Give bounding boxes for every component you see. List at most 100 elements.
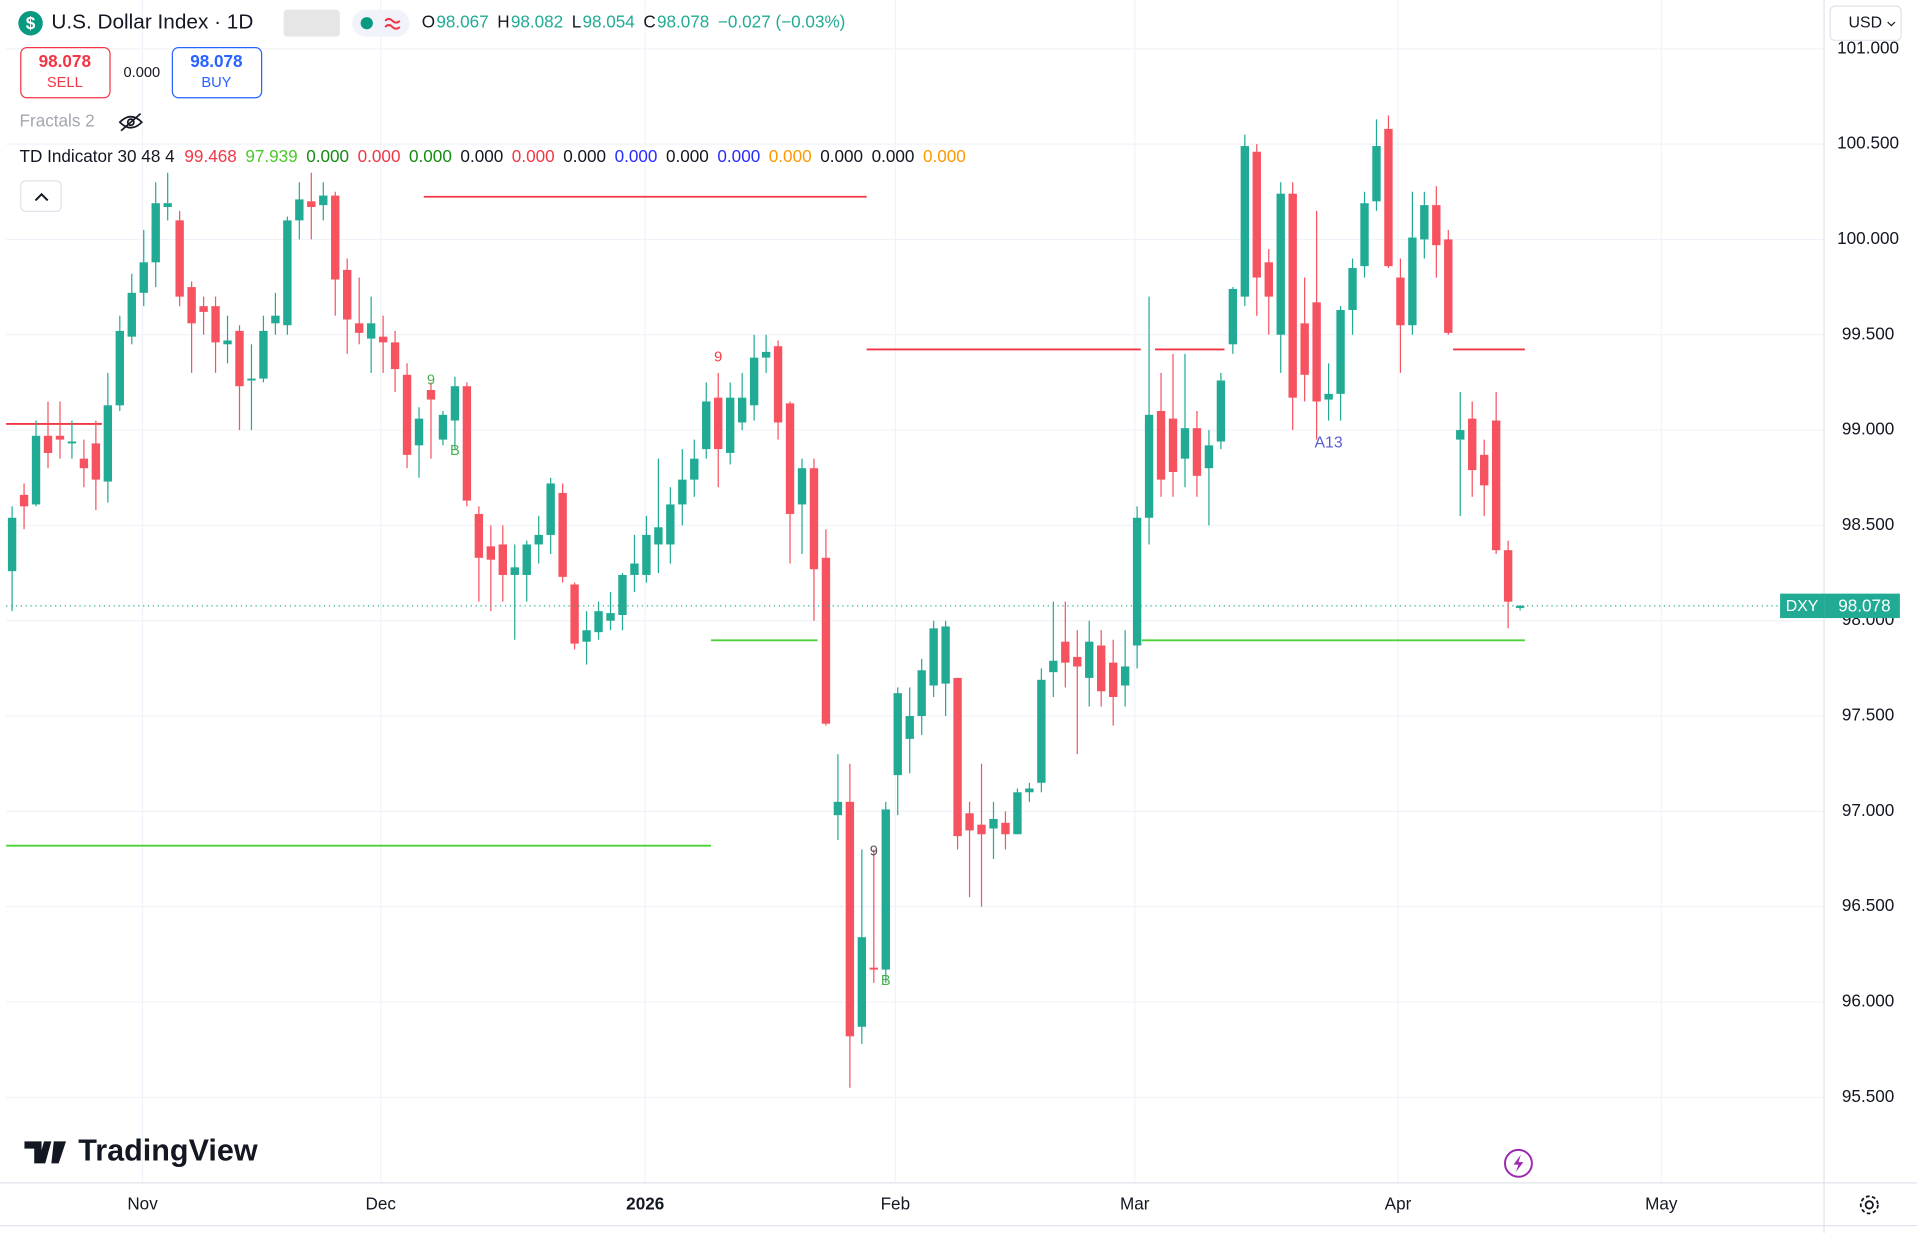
candle-body [833, 801, 843, 816]
settings-button[interactable] [1859, 1195, 1879, 1215]
candle-body [211, 306, 220, 343]
candle-body [1073, 656, 1082, 667]
candle-body [558, 492, 567, 577]
sell-label: SELL [47, 75, 83, 91]
candle-body [1444, 239, 1453, 333]
candle-body [486, 546, 496, 560]
candle-body [773, 346, 783, 423]
ohlc-value: 98.082 [511, 13, 563, 32]
candle-body [929, 628, 938, 686]
candle-body [989, 818, 998, 829]
candle-body [1240, 146, 1250, 297]
candle-body [414, 418, 424, 446]
candle-body [702, 401, 711, 450]
td-indicator-name[interactable]: TD Indicator 30 48 4 [20, 147, 176, 166]
td-value: 0.000 [615, 147, 658, 166]
td-legend: TD Indicator 30 48 4 99.468 97.939 0.000 0.… [20, 147, 966, 166]
axes: 95.50096.00096.50097.00097.50098.00098.5… [127, 38, 1900, 1213]
buy-button[interactable] [171, 47, 263, 99]
candle-body [450, 386, 460, 421]
candle-body [115, 330, 124, 406]
sell-button[interactable] [20, 47, 111, 99]
annotation: A13 [1314, 435, 1342, 452]
status-pill[interactable] [352, 9, 410, 37]
y-tick-label: 99.500 [1842, 324, 1894, 343]
candle-body [1252, 151, 1261, 278]
td-value: 0.000 [717, 147, 760, 166]
candle-body [462, 386, 472, 501]
candle-body [749, 357, 759, 406]
candle-body [1264, 262, 1273, 297]
candle-body [103, 405, 113, 482]
candle-body [797, 468, 807, 505]
y-tick-label: 101.000 [1837, 38, 1899, 57]
ohlc-label: L [572, 13, 582, 32]
candle-body [1384, 128, 1393, 267]
logo-text: TradingView [78, 1133, 258, 1167]
symbol-tag: DXY [1786, 598, 1819, 615]
candle-body [1456, 430, 1465, 440]
candle-body [1360, 203, 1369, 267]
candle-body [1037, 679, 1046, 783]
candle-body [582, 630, 591, 642]
candle-body [546, 483, 555, 535]
candle-body [199, 306, 208, 312]
symbol-tag-bg [1780, 593, 1825, 619]
alerts-icon [1513, 1154, 1524, 1172]
candle-body [1001, 822, 1010, 835]
td-value: 99.468 [184, 147, 236, 166]
hide-icon[interactable] [118, 113, 144, 132]
symbol-title[interactable]: U.S. Dollar Index · 1D [51, 11, 253, 34]
ohlc-label: O [422, 13, 435, 32]
candle-body [522, 544, 531, 575]
y-tick-label: 97.500 [1842, 706, 1894, 725]
candle-body [941, 626, 950, 684]
td-value: 0.000 [563, 147, 606, 166]
candle-body [881, 809, 890, 970]
candle-body [1324, 393, 1333, 400]
candle-body [19, 494, 29, 507]
candle-body [1372, 146, 1381, 202]
fractals-indicator[interactable]: Fractals 2 [20, 112, 95, 131]
candle-body [426, 390, 436, 400]
candle-body [1013, 792, 1022, 835]
candle-body [1348, 268, 1357, 310]
candle-body [319, 195, 328, 206]
candle-body [1420, 205, 1429, 240]
candle-body [139, 262, 148, 293]
sell-price: 98.078 [39, 52, 91, 71]
candle-body [1312, 302, 1321, 402]
candle-body [1061, 641, 1070, 663]
candle-body [1468, 418, 1477, 471]
candle-body [474, 513, 484, 558]
candle-body [965, 813, 974, 831]
annotation: B [450, 443, 460, 459]
candle-body [79, 458, 89, 469]
y-tick-label: 100.500 [1837, 134, 1899, 153]
collapse-icon [34, 192, 49, 202]
grid [6, 0, 1825, 1183]
ohlc-label: H [497, 13, 509, 32]
candle-body [606, 613, 615, 621]
candle-body [1144, 414, 1154, 518]
x-tick-label: Mar [1120, 1194, 1150, 1213]
candle-body [1336, 309, 1345, 394]
td-value: 0.000 [512, 147, 555, 166]
candle-body [247, 378, 256, 381]
td-levels [6, 195, 1525, 847]
candle-body [785, 403, 795, 514]
candle-body [905, 716, 914, 739]
candle-body [295, 199, 304, 221]
candle-body [714, 397, 723, 450]
ohlc-value: 98.078 [657, 13, 709, 32]
td-value: 0.000 [306, 147, 349, 166]
candle-body [869, 967, 878, 970]
x-tick-label: May [1645, 1194, 1678, 1213]
candle-body [857, 937, 867, 1027]
currency-button[interactable] [1829, 5, 1902, 41]
candle-body [1228, 289, 1238, 345]
buy-label: BUY [201, 75, 231, 91]
candle-body [618, 574, 627, 615]
